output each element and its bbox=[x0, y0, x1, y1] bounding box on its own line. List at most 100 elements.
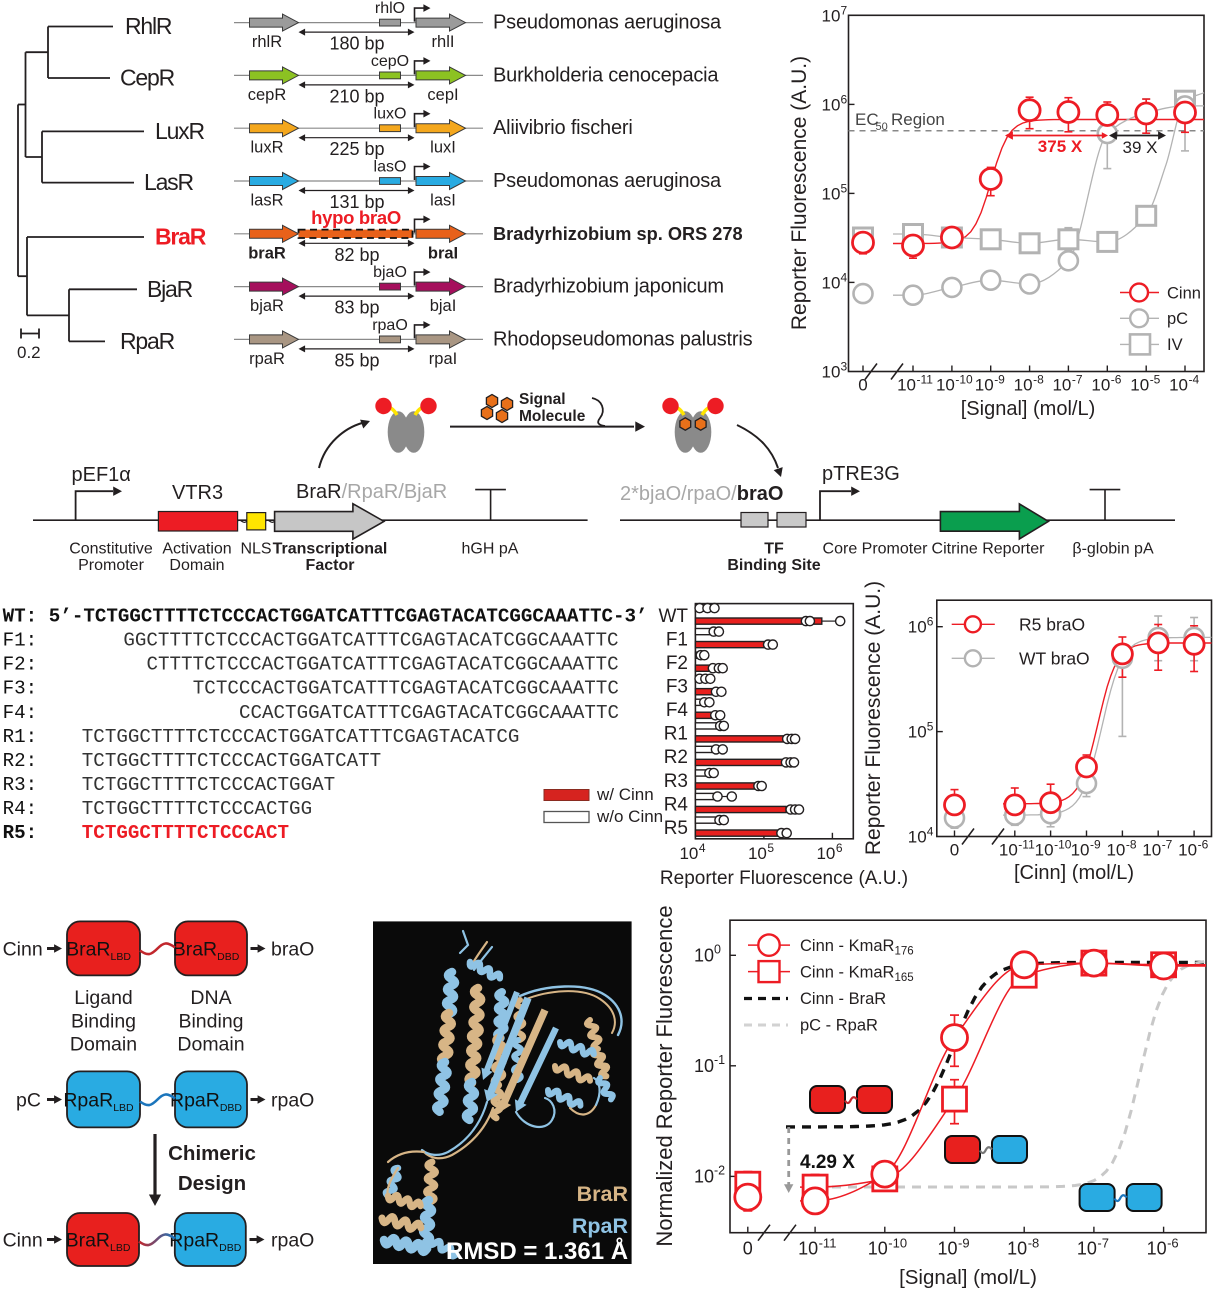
svg-text:β-globin pA: β-globin pA bbox=[1072, 541, 1154, 558]
svg-text:10: 10 bbox=[1142, 841, 1161, 860]
svg-text:EC: EC bbox=[855, 110, 879, 129]
svg-text:F4:: F4: bbox=[3, 702, 38, 724]
svg-text:6: 6 bbox=[836, 841, 843, 855]
svg-text:10: 10 bbox=[897, 376, 916, 395]
svg-text:10: 10 bbox=[1071, 841, 1090, 860]
svg-text:6: 6 bbox=[841, 92, 848, 106]
svg-text:R2:: R2: bbox=[3, 750, 38, 772]
svg-text:rhlI: rhlI bbox=[432, 33, 455, 51]
svg-text:50: 50 bbox=[876, 121, 888, 133]
svg-text:GGCTTTTCTCCCACTGGATCATTTCGAGTA: GGCTTTTCTCCCACTGGATCATTTCGAGTACATCGGCAAA… bbox=[123, 630, 618, 652]
svg-text:R4: R4 bbox=[664, 794, 689, 815]
svg-text:-10: -10 bbox=[955, 373, 973, 387]
svg-text:BjaR: BjaR bbox=[147, 276, 193, 302]
svg-text:10: 10 bbox=[908, 618, 927, 637]
svg-text:83 bp: 83 bp bbox=[334, 298, 379, 318]
svg-text:F3: F3 bbox=[666, 677, 688, 698]
svg-text:R3: R3 bbox=[664, 771, 688, 792]
svg-text:-7: -7 bbox=[1072, 373, 1083, 387]
svg-text:R5 braO: R5 braO bbox=[1019, 614, 1085, 634]
svg-text:Cinn - KmaR165: Cinn - KmaR165 bbox=[800, 963, 914, 984]
svg-text:Bradyrhizobium sp. ORS 278: Bradyrhizobium sp. ORS 278 bbox=[493, 224, 743, 244]
svg-text:rpaO: rpaO bbox=[271, 1230, 314, 1252]
svg-text:0: 0 bbox=[858, 376, 867, 395]
svg-text:rhlR: rhlR bbox=[252, 33, 282, 51]
svg-text:4.29 X: 4.29 X bbox=[800, 1152, 855, 1173]
svg-text:-6: -6 bbox=[1167, 1236, 1179, 1251]
svg-text:10: 10 bbox=[1077, 1239, 1097, 1259]
svg-text:39 X: 39 X bbox=[1123, 138, 1158, 157]
svg-text:5’-TCTGGCTTTTCTCCCACTGGATCATTT: 5’-TCTGGCTTTTCTCCCACTGGATCATTTCGAGTACATC… bbox=[49, 606, 648, 628]
svg-text:BraR/RpaR/BjaR: BraR/RpaR/BjaR bbox=[296, 481, 447, 503]
svg-text:10: 10 bbox=[1106, 841, 1125, 860]
svg-text:[Cinn] (mol/L): [Cinn] (mol/L) bbox=[1014, 862, 1134, 884]
svg-text:10: 10 bbox=[908, 828, 927, 847]
svg-text:Binding: Binding bbox=[178, 1010, 243, 1032]
svg-text:Domain: Domain bbox=[177, 1034, 244, 1056]
svg-text:-5: -5 bbox=[1150, 373, 1161, 387]
svg-text:F3:: F3: bbox=[3, 678, 38, 700]
svg-text:rhlO: rhlO bbox=[375, 0, 405, 17]
svg-text:Cinn - BraR: Cinn - BraR bbox=[800, 990, 886, 1008]
svg-text:10: 10 bbox=[694, 1166, 714, 1186]
svg-text:6: 6 bbox=[927, 615, 934, 629]
svg-text:R2: R2 bbox=[664, 747, 688, 768]
svg-text:10: 10 bbox=[908, 723, 927, 742]
svg-text:lasR: lasR bbox=[250, 192, 283, 210]
svg-text:10: 10 bbox=[679, 844, 698, 863]
svg-text:-6: -6 bbox=[1111, 373, 1122, 387]
svg-text:F1: F1 bbox=[666, 629, 688, 650]
svg-text:10: 10 bbox=[694, 1056, 714, 1076]
svg-text:R1:: R1: bbox=[3, 726, 38, 748]
svg-text:3: 3 bbox=[841, 360, 848, 374]
svg-text:R3:: R3: bbox=[3, 774, 38, 796]
svg-text:10: 10 bbox=[748, 844, 767, 863]
svg-text:Activation: Activation bbox=[162, 541, 231, 558]
svg-text:10: 10 bbox=[975, 376, 994, 395]
svg-text:bjaO: bjaO bbox=[373, 264, 407, 281]
svg-text:Ligand: Ligand bbox=[74, 987, 133, 1009]
svg-text:R5: R5 bbox=[664, 818, 688, 839]
svg-text:10: 10 bbox=[822, 273, 841, 292]
svg-text:0.2: 0.2 bbox=[17, 343, 41, 362]
svg-text:IV: IV bbox=[1167, 336, 1183, 354]
svg-text:rpaO: rpaO bbox=[271, 1090, 314, 1112]
svg-text:10: 10 bbox=[936, 376, 955, 395]
svg-text:braR: braR bbox=[248, 244, 286, 262]
svg-text:Domain: Domain bbox=[169, 557, 224, 574]
svg-text:DNA: DNA bbox=[190, 987, 231, 1009]
svg-text:BraR: BraR bbox=[577, 1182, 629, 1206]
svg-text:-7: -7 bbox=[1097, 1236, 1109, 1251]
svg-text:Bradyrhizobium japonicum: Bradyrhizobium japonicum bbox=[493, 276, 724, 298]
svg-text:10: 10 bbox=[937, 1239, 957, 1259]
svg-text:F2:: F2: bbox=[3, 654, 38, 676]
svg-text:LasR: LasR bbox=[144, 169, 193, 195]
svg-text:Aliivibrio fischeri: Aliivibrio fischeri bbox=[493, 117, 633, 139]
svg-text:210 bp: 210 bp bbox=[329, 86, 384, 106]
svg-text:10: 10 bbox=[798, 1239, 818, 1259]
svg-text:10: 10 bbox=[1169, 376, 1188, 395]
svg-text:10: 10 bbox=[868, 1239, 888, 1259]
svg-text:TCTGGCTTTTCTCCCACTGGAT: TCTGGCTTTTCTCCCACTGGAT bbox=[82, 774, 335, 796]
svg-text:F2: F2 bbox=[666, 653, 688, 674]
svg-text:-7: -7 bbox=[1162, 838, 1173, 852]
svg-text:TCTGGCTTTTCTCCCACT: TCTGGCTTTTCTCCCACT bbox=[82, 822, 289, 844]
svg-text:CTTTTCTCCCACTGGATCATTTCGAGTACA: CTTTTCTCCCACTGGATCATTTCGAGTACATCGGCAAATT… bbox=[147, 654, 619, 676]
svg-text:Reporter Fluorescence (A.U.): Reporter Fluorescence (A.U.) bbox=[788, 56, 811, 330]
svg-text:10: 10 bbox=[822, 6, 841, 25]
svg-text:-10: -10 bbox=[888, 1236, 907, 1251]
svg-text:0: 0 bbox=[743, 1239, 753, 1259]
svg-text:82 bp: 82 bp bbox=[334, 245, 379, 265]
svg-text:WT: WT bbox=[658, 606, 688, 627]
svg-text:Core Promoter: Core Promoter bbox=[823, 541, 929, 558]
svg-text:RpaR: RpaR bbox=[120, 328, 175, 354]
svg-text:bjaI: bjaI bbox=[430, 297, 457, 315]
svg-text:Factor: Factor bbox=[306, 557, 355, 574]
svg-text:rpaI: rpaI bbox=[429, 350, 457, 368]
svg-text:RpaRDBD: RpaRDBD bbox=[169, 1230, 241, 1255]
svg-text:Pseudomonas aeruginosa: Pseudomonas aeruginosa bbox=[493, 12, 722, 34]
svg-text:[Signal] (mol/L): [Signal] (mol/L) bbox=[961, 398, 1096, 420]
svg-text:TCTGGCTTTTCTCCCACTGG: TCTGGCTTTTCTCCCACTGG bbox=[82, 798, 312, 820]
svg-text:Pseudomonas aeruginosa: Pseudomonas aeruginosa bbox=[493, 170, 722, 192]
svg-text:Promoter: Promoter bbox=[78, 557, 144, 574]
